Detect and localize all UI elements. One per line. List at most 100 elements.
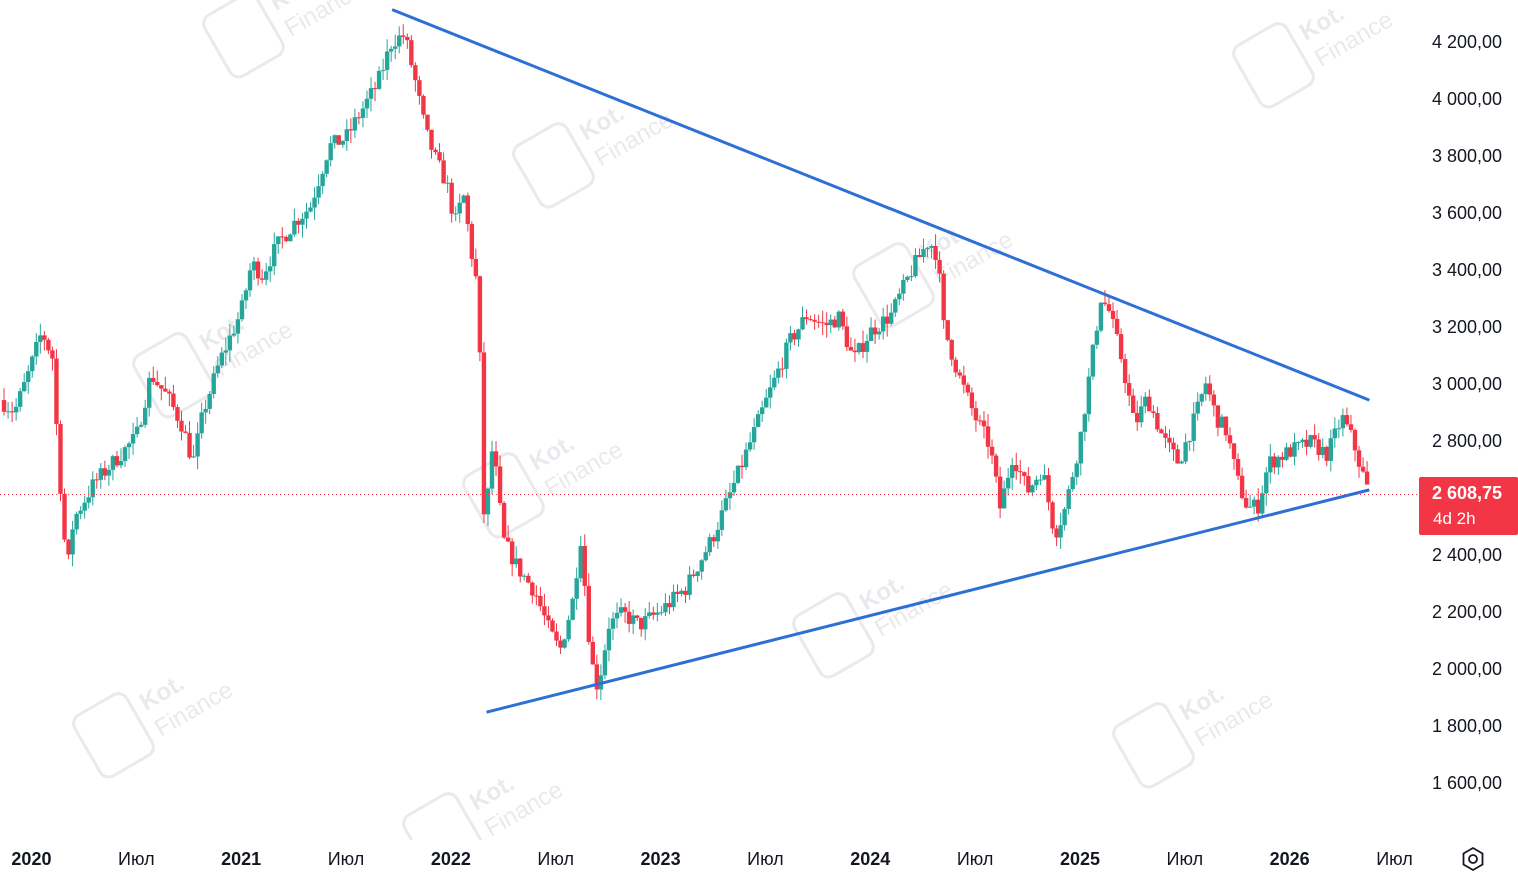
y-tick-label: 2 800,00 (1432, 431, 1502, 451)
candle-down (167, 391, 172, 394)
candle-up (513, 558, 519, 565)
watermark-logo: Kot.Finance (132, 309, 298, 419)
candle-up (1058, 525, 1063, 538)
candle-up (86, 497, 91, 503)
candle-down (1360, 466, 1366, 472)
candle-up (211, 373, 216, 395)
candle-up (1328, 438, 1333, 461)
candle-up (235, 319, 241, 334)
candle-up (679, 590, 684, 594)
candle-down (1344, 415, 1350, 425)
candle-down (852, 350, 858, 353)
candle-down (626, 611, 632, 624)
candle-down (1288, 447, 1293, 457)
candle-up (1276, 456, 1281, 468)
candle-down (259, 278, 265, 280)
candle-down (1046, 475, 1051, 503)
candle-up (880, 316, 886, 332)
candle-up (30, 356, 35, 372)
candle-down (780, 368, 785, 370)
candle-up (630, 615, 636, 624)
candle-up (828, 319, 833, 326)
candle-down (804, 317, 809, 320)
candle-up (925, 247, 930, 250)
watermark-logo: Kot.Finance (792, 569, 958, 679)
candle-up (126, 443, 132, 448)
candle-up (574, 578, 579, 599)
y-tick-label: 3 600,00 (1432, 203, 1502, 223)
candle-down (505, 537, 511, 542)
y-tick-label: 3 000,00 (1432, 374, 1502, 394)
candle-down (1175, 449, 1180, 464)
candle-down (816, 321, 821, 323)
candle-up (764, 397, 769, 408)
candle-up (759, 407, 765, 415)
candle-up (655, 612, 660, 615)
candle-up (461, 195, 466, 203)
candle-down (683, 590, 688, 595)
x-tick-label: Июл (957, 849, 994, 869)
candle-up (578, 545, 583, 579)
candle-up (1284, 447, 1289, 460)
candle-down (1211, 394, 1217, 406)
candle-up (21, 382, 27, 392)
candle-down (639, 617, 644, 630)
candle-up (1191, 413, 1196, 441)
x-tick-label: 2022 (431, 849, 471, 869)
candle-up (110, 456, 116, 470)
candle-down (590, 641, 596, 665)
candle-up (1034, 479, 1039, 486)
candle-down (114, 456, 120, 466)
candle-down (425, 114, 430, 130)
candle-up (393, 46, 398, 49)
candle-up (340, 141, 345, 145)
candle-up (1143, 396, 1148, 407)
candle-up (308, 207, 313, 212)
candle-down (449, 182, 454, 214)
candle-down (1171, 442, 1176, 450)
candle-up (784, 342, 789, 369)
candle-down (812, 319, 817, 322)
candle-down (497, 466, 503, 503)
watermark-cat-icon (202, 0, 285, 79)
candle-up (118, 461, 124, 466)
candle-up (663, 603, 668, 613)
chart-settings-button[interactable] (1460, 846, 1486, 872)
candle-up (223, 350, 229, 353)
candle-down (66, 539, 71, 555)
candle-up (344, 129, 350, 142)
candle-down (1155, 413, 1160, 430)
candles-layer (1, 24, 1370, 700)
candle-down (1239, 475, 1245, 499)
candle-up (1062, 508, 1067, 526)
candle-down (1356, 450, 1362, 467)
x-tick-label: Июл (537, 849, 574, 869)
candle-down (1304, 439, 1309, 447)
x-tick-label: 2023 (641, 849, 681, 869)
candle-up (199, 412, 204, 434)
time-axis[interactable]: 2020 Июл 2021 Июл 2022 Июл 2023 Июл 2024 Июл 2025 И… (0, 840, 1419, 879)
price-axis[interactable]: 4 200,00 4 000,00 3 800,00 3 600,00 3 400,00… (1419, 0, 1518, 879)
candle-down (1352, 429, 1358, 451)
y-tick-label: 3 400,00 (1432, 260, 1502, 280)
candle-up (1336, 428, 1342, 430)
candle-up (191, 456, 196, 458)
candle-down (691, 574, 696, 576)
candle-down (997, 476, 1003, 509)
last-price-label: 2 608,75 4d 2h (1419, 477, 1518, 535)
candle-up (1300, 439, 1305, 443)
candle-down (1014, 465, 1019, 472)
candle-down (1163, 433, 1168, 438)
candle-down (832, 319, 837, 328)
candle-down (151, 377, 156, 382)
candle-up (130, 434, 136, 444)
candle-up (1203, 383, 1208, 395)
candle-up (368, 88, 374, 99)
candle-down (336, 135, 341, 145)
candle-down (840, 311, 846, 327)
candle-down (54, 358, 59, 424)
candle-up (1308, 435, 1313, 447)
watermark-cat-icon (1112, 702, 1195, 789)
